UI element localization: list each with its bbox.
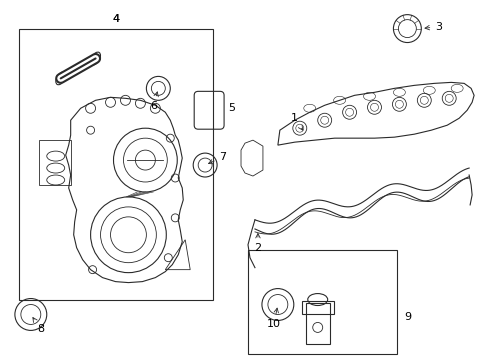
Text: 10: 10 [267,308,281,329]
Text: 2: 2 [254,234,262,253]
Text: 4: 4 [112,14,119,24]
Text: 9: 9 [404,312,411,323]
Text: 3: 3 [425,22,442,32]
Text: 4: 4 [112,14,119,24]
Text: 6: 6 [150,92,158,111]
Bar [19,28,213,300]
Bar [248,250,397,354]
Bar [302,301,334,315]
Bar [39,140,71,185]
Text: 7: 7 [209,152,227,164]
Text: 1: 1 [292,113,303,130]
Text: 8: 8 [33,318,45,334]
Bar [306,302,330,345]
Text: 5: 5 [228,103,236,113]
